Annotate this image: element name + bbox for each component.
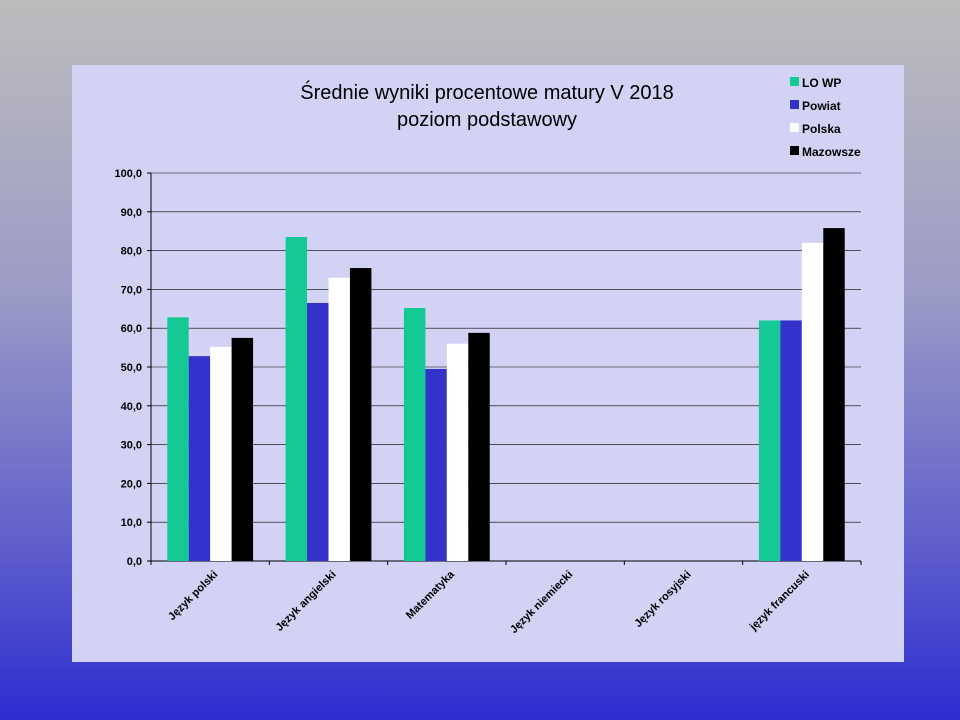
x-category-label: Język rosyjski xyxy=(632,569,693,630)
bar-chart: Średnie wyniki procentowe matury V 2018 … xyxy=(114,76,862,636)
legend: LO WP Powiat Polska Mazowsze xyxy=(790,76,861,159)
x-category-label: Matematyka xyxy=(404,568,458,622)
x-category-label: Język angielski xyxy=(273,569,338,634)
y-tick-label: 40,0 xyxy=(121,401,142,413)
legend-swatch xyxy=(790,77,799,86)
legend-label: Powiat xyxy=(802,99,841,113)
y-tick-label: 30,0 xyxy=(121,440,142,452)
bar xyxy=(210,346,232,561)
x-category-label: Język polski xyxy=(166,569,220,623)
bar xyxy=(328,277,350,561)
bar xyxy=(403,308,426,561)
bar xyxy=(780,320,802,561)
legend-swatch xyxy=(790,146,799,155)
y-tick-label: 90,0 xyxy=(121,207,142,219)
y-tick-label: 70,0 xyxy=(121,284,142,296)
legend-label: LO WP xyxy=(802,76,841,90)
chart-panel: Średnie wyniki procentowe matury V 2018 … xyxy=(72,65,904,662)
bar xyxy=(188,356,211,561)
bar xyxy=(231,337,254,561)
y-tick-label: 80,0 xyxy=(121,246,142,258)
y-tick-label: 50,0 xyxy=(121,362,142,374)
x-category-label: język francuski xyxy=(747,569,812,634)
bar xyxy=(349,268,372,561)
bar xyxy=(167,317,189,561)
y-tick-label: 60,0 xyxy=(121,323,142,335)
bar xyxy=(285,237,308,561)
bars xyxy=(167,228,845,561)
legend-label: Mazowsze xyxy=(802,145,861,159)
legend-swatch xyxy=(790,100,799,109)
bar xyxy=(823,228,845,561)
y-tick-label: 10,0 xyxy=(121,517,142,529)
legend-label: Polska xyxy=(802,122,841,136)
x-category-label: Język niemiecki xyxy=(508,569,575,636)
bar xyxy=(801,242,824,561)
bar xyxy=(446,343,469,561)
y-tick-label: 100,0 xyxy=(114,168,142,180)
chart-title-line-2: poziom podstawowy xyxy=(397,109,577,131)
chart-title-line-1: Średnie wyniki procentowe matury V 2018 xyxy=(300,80,674,104)
bar xyxy=(425,368,447,561)
bar xyxy=(758,320,781,561)
bar xyxy=(307,302,329,561)
legend-swatch xyxy=(790,123,799,132)
y-tick-label: 0,0 xyxy=(127,556,142,568)
y-tick-label: 20,0 xyxy=(121,478,142,490)
bar xyxy=(468,332,490,561)
gridlines xyxy=(151,172,861,523)
